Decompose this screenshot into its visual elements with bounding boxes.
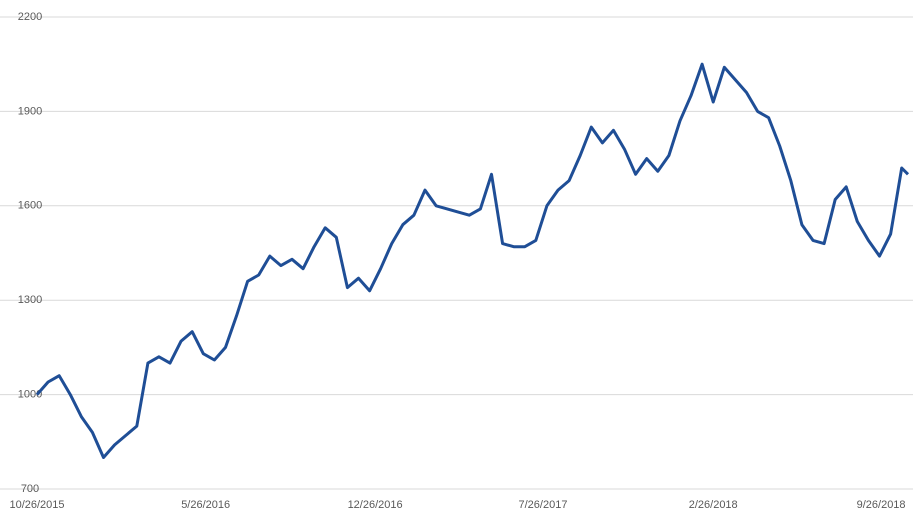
y-tick-label: 1300 [18, 294, 42, 306]
y-tick-label: 1000 [18, 389, 42, 401]
x-tick-label: 10/26/2015 [9, 499, 64, 511]
x-tick-label: 2/26/2018 [689, 499, 738, 511]
x-tick-label: 7/26/2017 [519, 499, 568, 511]
y-tick-label: 1900 [18, 105, 42, 117]
x-tick-label: 12/26/2016 [348, 499, 403, 511]
y-tick-label: 2200 [18, 11, 42, 23]
x-tick-label: 5/26/2016 [181, 499, 230, 511]
y-tick-label: 700 [21, 483, 39, 495]
line-series [35, 62, 910, 459]
y-tick-label: 1600 [18, 200, 42, 212]
x-tick-label: 9/26/2018 [857, 499, 906, 511]
